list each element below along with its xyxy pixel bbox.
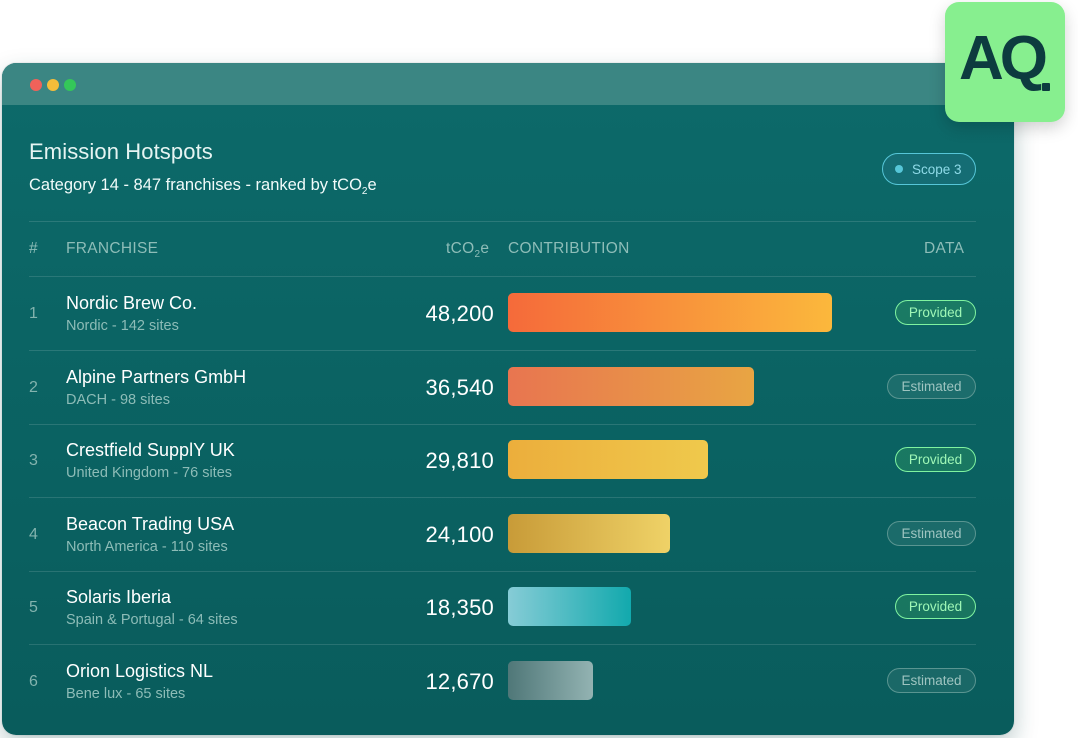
contribution-bar — [508, 293, 832, 332]
scope-dot-icon — [895, 165, 903, 173]
logo-text: AQ — [959, 24, 1048, 93]
maximize-window-button[interactable] — [64, 79, 76, 91]
row-divider — [29, 423, 976, 425]
column-header-contribution: CONTRIBUTION — [508, 240, 630, 257]
data-status-badge: Estimated — [887, 373, 976, 399]
franchise-name[interactable]: Orion Logistics NL — [66, 661, 214, 681]
contribution-bar — [508, 661, 593, 700]
scope-label: Scope 3 — [912, 161, 962, 177]
franchise-meta: Spain & Portugal - 64 sites — [66, 612, 238, 629]
table-row[interactable]: 5 Solaris Iberia Spain & Portugal - 64 sit… — [2, 571, 1014, 645]
franchise-name[interactable]: Solaris Iberia — [66, 587, 172, 608]
page-title: Emission Hotspots — [29, 139, 213, 164]
emissions-value: 12,670 — [425, 669, 494, 694]
app-window: Emission Hotspots Category 14 - 847 fran… — [2, 63, 1014, 735]
minimize-window-button[interactable] — [47, 79, 59, 91]
emissions-value: 29,810 — [425, 448, 494, 474]
emissions-value: 24,100 — [425, 521, 494, 547]
scope-filter-pill[interactable]: Scope 3 — [882, 153, 976, 185]
data-status-badge: Provided — [895, 447, 976, 473]
column-header-rank: # — [29, 240, 38, 257]
page-subtitle: Category 14 - 847 franchises - ranked by… — [29, 176, 377, 197]
row-rank: 3 — [29, 452, 38, 470]
data-status-badge: Provided — [895, 300, 976, 325]
close-window-button[interactable] — [30, 79, 42, 91]
table-row[interactable]: 3 Crestfield SupplY UK United Kingdom - 76… — [2, 424, 1014, 498]
franchise-meta: DACH - 98 sites — [66, 391, 170, 408]
franchise-name[interactable]: Nordic Brew Co. — [66, 293, 198, 313]
column-header-franchise[interactable]: FRANCHISE — [66, 240, 159, 257]
row-divider — [29, 350, 976, 351]
contribution-bar — [508, 440, 708, 480]
row-rank: 6 — [29, 673, 38, 690]
app-logo: AQ — [945, 2, 1065, 122]
emissions-value: 18,350 — [425, 595, 494, 621]
logo-dot — [1042, 83, 1050, 91]
table-row[interactable]: 4 Beacon Trading USA North America - 110 s… — [2, 498, 1014, 572]
contribution-bar — [508, 587, 631, 627]
row-divider — [29, 644, 976, 646]
header-divider — [29, 221, 976, 222]
contribution-bar — [508, 513, 670, 553]
row-rank: 1 — [29, 305, 38, 322]
row-rank: 4 — [29, 525, 38, 543]
franchise-name[interactable]: Beacon Trading USA — [66, 513, 235, 534]
column-header-emissions[interactable]: tCO2e — [446, 240, 490, 260]
table-row[interactable]: 2 Alpine Partners GmbH DACH - 98 sites 36,5… — [2, 351, 1014, 425]
contribution-bar — [508, 366, 754, 406]
emissions-value: 48,200 — [425, 301, 494, 326]
franchise-meta: North America - 110 sites — [66, 538, 228, 555]
row-rank: 5 — [29, 599, 38, 617]
table-row[interactable]: 1 Nordic Brew Co. Nordic - 142 sites 48,200… — [2, 277, 1014, 351]
table-header-divider — [29, 276, 976, 277]
data-status-badge: Estimated — [887, 520, 976, 546]
franchise-meta: United Kingdom - 76 sites — [66, 465, 233, 482]
window-titlebar — [2, 63, 1014, 105]
row-divider — [29, 570, 976, 572]
row-rank: 2 — [29, 378, 38, 396]
data-status-badge: Estimated — [887, 668, 976, 693]
data-status-badge: Provided — [895, 594, 976, 620]
franchise-name[interactable]: Crestfield SupplY UK — [66, 440, 235, 461]
emissions-value: 36,540 — [425, 374, 494, 400]
franchise-name[interactable]: Alpine Partners GmbH — [66, 366, 247, 387]
franchise-meta: Nordic - 142 sites — [66, 318, 179, 334]
franchise-meta: Bene lux - 65 sites — [66, 686, 186, 702]
table-row[interactable]: 6 Orion Logistics NL Bene lux - 65 sites 12… — [2, 645, 1014, 719]
column-header-data: DATA — [924, 240, 965, 257]
row-divider — [29, 497, 976, 499]
